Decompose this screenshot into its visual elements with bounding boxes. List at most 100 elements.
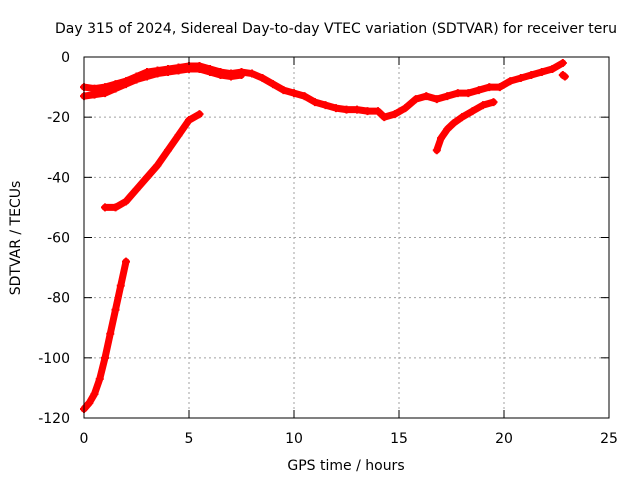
data-point [164,146,172,155]
data-point [237,71,246,80]
data-point [321,101,330,110]
data-point [560,72,569,81]
data-point [432,95,441,104]
data-point [279,86,288,95]
data-point [485,83,494,92]
data-point [216,71,225,80]
data-point [195,65,204,74]
data-point [132,185,141,194]
series-segment-1 [80,257,130,413]
data-point [474,86,483,95]
data-point [101,203,109,212]
data-point [443,125,452,134]
data-point [164,68,172,77]
data-point [527,71,536,80]
data-point [374,107,382,116]
series-end-points [558,71,569,81]
series-segment-2 [101,110,204,212]
x-tick-label: 5 [185,431,194,447]
data-point [342,105,351,114]
data-point [101,353,109,362]
x-tick-label: 10 [285,431,303,447]
data-point [90,90,99,99]
data-point [90,389,99,398]
data-point [432,146,441,155]
data-point [111,84,120,93]
data-point [143,72,151,81]
axis-ticks [83,56,610,419]
grid-lines [84,57,609,418]
series-segment-3 [432,98,498,155]
data-point [311,98,319,107]
data-point [506,77,515,86]
series-band [433,98,497,154]
data-point [106,329,115,338]
data-series [80,59,569,413]
tick-labels: 0 5 10 15 20 25 -120 -100 -80 -60 -40 -20 0 [38,50,618,447]
data-point [95,374,104,383]
data-point [468,107,477,116]
data-point [195,110,204,119]
data-point [206,68,214,77]
data-point [411,95,420,104]
data-point [353,105,361,114]
data-point [479,101,487,110]
data-point [111,305,120,314]
y-tick-label: -120 [38,411,70,427]
data-point [453,89,462,98]
data-point [558,59,567,68]
y-tick-label: -80 [47,291,70,307]
data-point [101,89,109,98]
data-point [449,119,458,128]
chart-title: Day 315 of 2024, Sidereal Day-to-day VTE… [55,21,617,37]
data-point [458,113,466,122]
data-point [332,104,340,113]
y-tick-label: -100 [38,351,70,367]
data-point [116,281,125,290]
data-point [111,203,120,212]
data-point [122,257,130,266]
data-point [548,65,557,74]
data-point [174,131,183,140]
data-point [153,161,162,170]
data-point [290,89,298,98]
x-axis-label: GPS time / hours [287,458,404,474]
series-lower-band [80,65,246,101]
data-point [269,80,277,89]
data-point [122,80,130,89]
data-point [495,83,504,92]
data-point [85,398,94,407]
data-point [122,197,130,206]
x-tick-label: 15 [390,431,408,447]
y-tick-label: -60 [47,231,70,247]
data-point [248,69,256,78]
data-point [390,110,399,119]
series-band [101,110,203,211]
data-point [132,75,141,84]
y-axis-label: SDTVAR / TECUs [8,181,24,296]
data-point [443,92,452,101]
data-point [185,116,193,125]
data-point [401,104,410,113]
data-point [185,65,193,74]
x-tick-label: 20 [495,431,513,447]
x-tick-label: 25 [600,431,618,447]
data-point [153,69,162,78]
data-point [380,113,389,122]
data-point [300,92,309,101]
series-band [80,258,130,413]
y-tick-label: 0 [61,50,70,66]
series-band [80,65,245,100]
data-point [464,89,473,98]
x-tick-label: 0 [80,431,89,447]
data-point [227,72,235,81]
data-point [537,68,546,77]
data-point [489,98,498,107]
data-point [363,107,372,116]
data-point [516,74,525,83]
data-point [437,134,445,143]
y-tick-label: -20 [47,110,70,126]
y-tick-label: -40 [47,170,70,186]
data-point [174,66,183,75]
